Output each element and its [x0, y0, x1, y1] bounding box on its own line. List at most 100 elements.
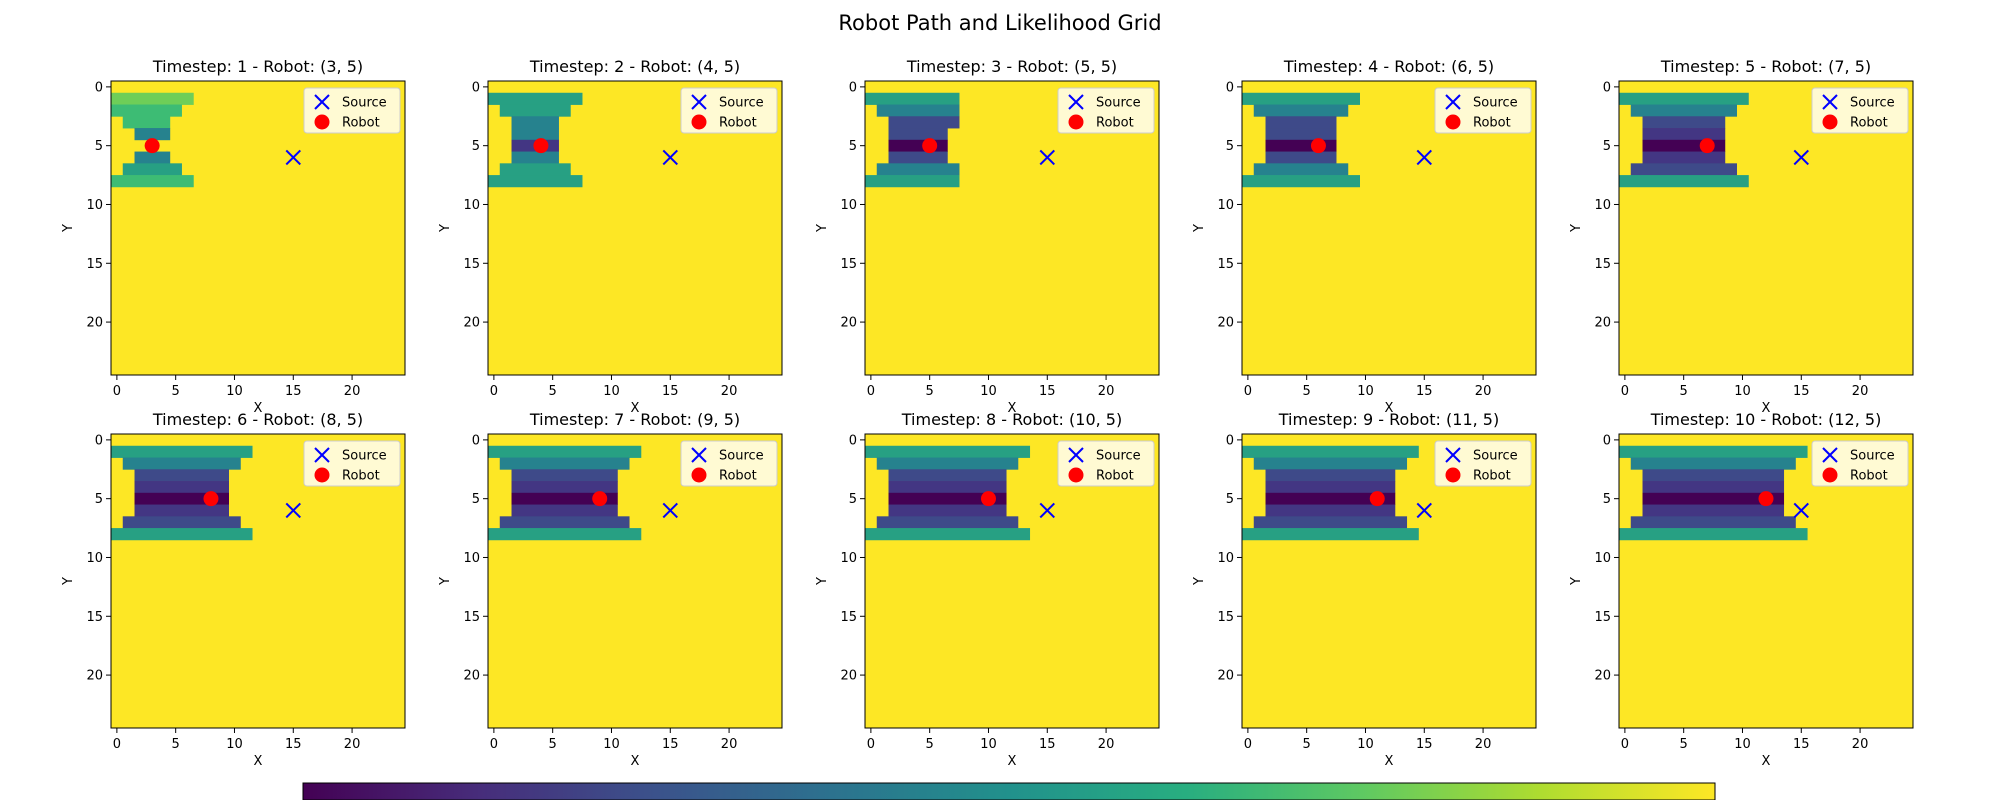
- heatmap-cell-row: [1242, 528, 1419, 541]
- legend-robot-label: Robot: [1850, 116, 1888, 131]
- x-axis-label: X: [1385, 754, 1394, 769]
- panel-title: Timestep: 10 - Robot: (12, 5): [1650, 410, 1882, 429]
- heatmap-cell-row: [1265, 481, 1396, 494]
- y-tick-label: 5: [95, 492, 103, 507]
- panel-title: Timestep: 9 - Robot: (11, 5): [1278, 410, 1499, 429]
- robot-marker: [592, 491, 608, 507]
- x-tick-label: 10: [1357, 384, 1374, 399]
- y-tick-label: 15: [463, 610, 480, 625]
- heatmap-cell-row: [1265, 504, 1396, 517]
- legend-robot-icon: [314, 114, 330, 130]
- heatmap-cell-row: [1642, 481, 1785, 494]
- source-marker-stroke: [1039, 149, 1055, 166]
- x-tick-label: 20: [721, 737, 738, 752]
- legend-robot-label: Robot: [719, 469, 757, 484]
- legend-robot-icon: [1068, 467, 1084, 483]
- x-tick-label: 5: [1303, 384, 1311, 399]
- heatmap-cell-row: [134, 481, 229, 494]
- axes-frame: [110, 80, 406, 376]
- heatmap-cell-row: [499, 457, 630, 470]
- colorbar-frame: [302, 782, 1716, 800]
- heatmap-cell-row: [876, 163, 960, 176]
- heatmap-cell-row: [499, 516, 630, 529]
- x-tick-label: 10: [1357, 737, 1374, 752]
- x-tick-label: 5: [172, 384, 180, 399]
- legend-source-label: Source: [1096, 449, 1141, 464]
- legend-robot-label: Robot: [719, 116, 757, 131]
- heatmap-cell-row: [511, 504, 618, 517]
- heatmap-cell-row: [1242, 92, 1360, 105]
- y-tick-label: 15: [1594, 257, 1611, 272]
- x-tick-label: 10: [226, 384, 243, 399]
- heatmap-cell-row: [1642, 469, 1785, 482]
- axes-frame: [864, 433, 1160, 729]
- y-tick-label: 0: [472, 80, 480, 95]
- legend: Source Robot: [680, 87, 778, 134]
- legend-source-label: Source: [1096, 96, 1141, 111]
- x-tick-label: 10: [980, 384, 997, 399]
- y-tick-label: 10: [840, 551, 857, 566]
- legend: Source Robot: [1057, 87, 1155, 134]
- x-tick-label: 10: [603, 737, 620, 752]
- y-tick-label: 20: [1594, 316, 1611, 331]
- legend-source-icon: [691, 447, 707, 463]
- heatmap-cell-row: [511, 492, 618, 505]
- heatmap-cell-row: [876, 516, 1019, 529]
- panel-6: 0 5 10 15 20 0 5 10 15 20 X Y Timestep: 6 - Robot: (…: [61, 410, 406, 769]
- heatmap-cell-row: [1630, 457, 1796, 470]
- heatmap-cell-row: [1642, 151, 1726, 164]
- x-tick-label: 15: [1793, 737, 1810, 752]
- heatmap-cell-row: [888, 481, 1007, 494]
- panel-title: Timestep: 2 - Robot: (4, 5): [529, 57, 740, 76]
- heatmap-cell-row: [1265, 151, 1337, 164]
- panel-title: Timestep: 1 - Robot: (3, 5): [152, 57, 363, 76]
- x-tick-label: 5: [926, 384, 934, 399]
- legend: Source Robot: [1434, 440, 1532, 487]
- heatmap-cell-row: [1619, 175, 1749, 188]
- x-axis-label: X: [1762, 401, 1771, 416]
- source-marker: [1416, 149, 1432, 166]
- axes-frame: [110, 433, 406, 729]
- heatmap-cell-row: [1253, 457, 1408, 470]
- heatmap-cell-row: [1619, 445, 1808, 458]
- legend-source-icon: [691, 94, 707, 110]
- y-tick-label: 15: [1217, 257, 1234, 272]
- heatmap-cell-row: [1619, 92, 1749, 105]
- y-tick-label: 10: [1217, 551, 1234, 566]
- y-tick-label: 5: [1226, 492, 1234, 507]
- source-marker: [1039, 149, 1055, 166]
- heatmap-cell-row: [111, 445, 253, 458]
- y-tick-label: 10: [1594, 198, 1611, 213]
- y-tick-label: 5: [849, 492, 857, 507]
- y-tick-label: 5: [472, 139, 480, 154]
- y-tick-label: 0: [1226, 80, 1234, 95]
- legend-source-label: Source: [719, 96, 764, 111]
- y-tick-label: 5: [849, 139, 857, 154]
- y-tick-label: 10: [463, 198, 480, 213]
- heatmap-cell-row: [1630, 163, 1737, 176]
- y-axis-label: Y: [1192, 224, 1207, 233]
- heatmap-cell-row: [865, 445, 1031, 458]
- x-tick-label: 20: [1475, 384, 1492, 399]
- heatmap-cell-row: [1642, 492, 1785, 505]
- heatmap-cell-row: [888, 128, 948, 141]
- panel-title: Timestep: 6 - Robot: (8, 5): [152, 410, 363, 429]
- robot-marker: [533, 138, 549, 154]
- source-marker: [662, 149, 678, 166]
- panel-title: Timestep: 3 - Robot: (5, 5): [906, 57, 1117, 76]
- legend-robot-label: Robot: [1473, 116, 1511, 131]
- heatmap-cell-row: [888, 116, 960, 129]
- x-tick-label: 0: [1244, 737, 1252, 752]
- legend: Source Robot: [303, 87, 401, 134]
- x-axis-label: X: [254, 401, 263, 416]
- y-tick-label: 15: [86, 610, 103, 625]
- x-tick-label: 20: [1852, 384, 1869, 399]
- x-tick-label: 0: [867, 737, 875, 752]
- panel-3: 0 5 10 15 20 0 5 10 15 20 X Y Timestep: 3 - Robot: (…: [815, 57, 1160, 416]
- heatmap-cell-row: [1265, 469, 1396, 482]
- x-tick-label: 20: [721, 384, 738, 399]
- legend-source-label: Source: [1850, 449, 1895, 464]
- x-tick-label: 15: [1416, 384, 1433, 399]
- robot-marker: [980, 491, 996, 507]
